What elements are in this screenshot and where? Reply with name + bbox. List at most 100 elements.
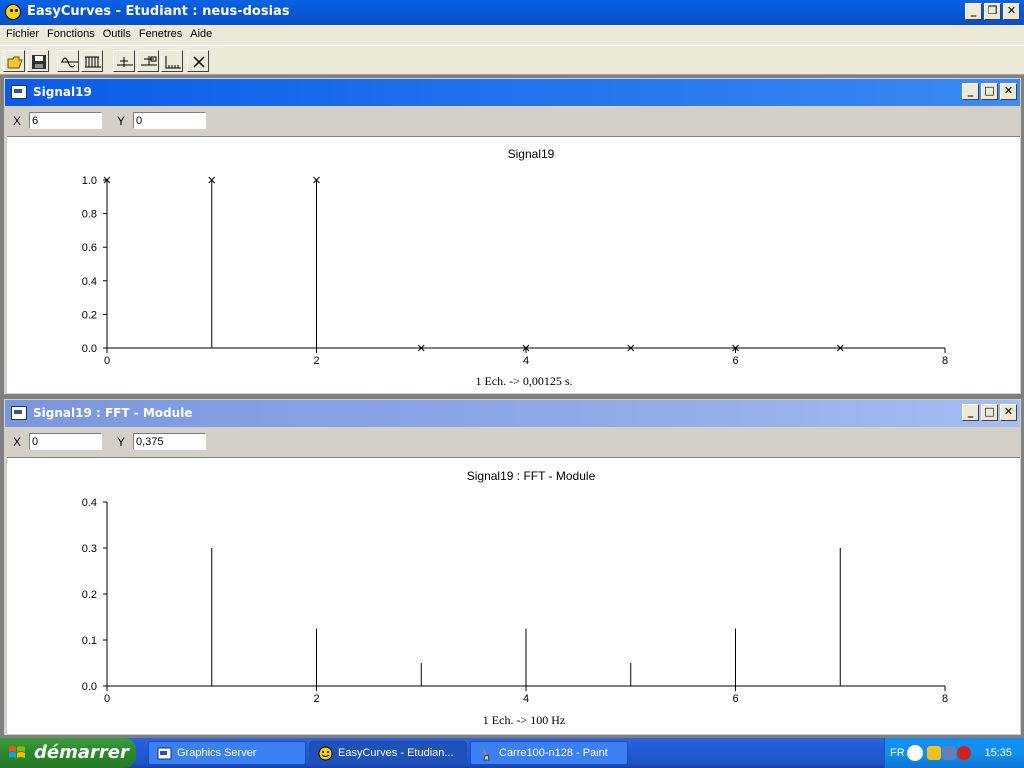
x-tick-label: 4 <box>523 693 529 705</box>
restore-icon[interactable]: ❐ <box>984 3 1001 20</box>
y-tick-label: 0.3 <box>82 543 97 555</box>
menu-aide[interactable]: Aide <box>190 28 213 40</box>
y-tick-label: 0.0 <box>82 343 97 355</box>
y-label: Y <box>117 435 126 449</box>
clock: 15:35 <box>984 747 1012 759</box>
y-tick-label: 0.2 <box>82 309 97 321</box>
signal-window-titlebar[interactable]: Signal19 _ □ ✕ <box>5 79 1020 106</box>
x-tick-label: 6 <box>732 355 738 367</box>
language-indicator[interactable]: FR <box>890 747 905 759</box>
point-marker-3 <box>417 344 425 352</box>
x-axis-label: 1 Ech. -> 100 Hz <box>483 713 565 727</box>
y-input[interactable] <box>133 433 206 450</box>
y-tick-label: 0.4 <box>82 276 97 288</box>
menu-fenetres[interactable]: Fenetres <box>138 28 183 40</box>
minimize-icon[interactable]: _ <box>962 404 979 421</box>
fft-window-titlebar[interactable]: Signal19 : FFT - Module _ □ ✕ <box>5 400 1020 427</box>
close-icon[interactable]: ✕ <box>1000 404 1017 421</box>
window-title: Signal19 : FFT - Module <box>33 406 193 420</box>
close-icon[interactable]: ✕ <box>1000 83 1017 100</box>
minimize-icon[interactable]: _ <box>962 83 979 100</box>
y-tick-label: 1.0 <box>82 175 97 187</box>
y-label: Y <box>117 114 126 128</box>
menu-fonctions[interactable]: Fonctions <box>47 28 95 40</box>
tray-expand-icon[interactable] <box>907 745 923 761</box>
coordinate-bar: X Y <box>5 106 1020 136</box>
x-axis-label: 1 Ech. -> 0,00125 s. <box>475 374 572 388</box>
open-folder-icon[interactable] <box>3 50 25 72</box>
y-input[interactable] <box>133 112 206 129</box>
signal-plot[interactable]: Signal19 0.0 0.2 0.4 0.6 0.8 1.0 0 2 4 6 8 1 Ech. ->… <box>7 136 1020 393</box>
maximize-icon[interactable]: □ <box>981 83 998 100</box>
task-label: Graphics Server <box>177 747 257 759</box>
graphics-server-icon <box>157 747 172 760</box>
y-tick-label: 0.1 <box>82 635 97 647</box>
x-tick-label: 0 <box>104 693 110 705</box>
start-label: démarrer <box>34 742 129 763</box>
task-label: EasyCurves - Etudian... <box>338 747 454 759</box>
point-marker-2 <box>313 176 320 184</box>
close-x-icon[interactable] <box>187 50 209 72</box>
app-title: EasyCurves - Etudiant : neus-dosias <box>27 4 290 19</box>
x-tick-label: 4 <box>523 355 529 367</box>
x-label: X <box>13 435 22 449</box>
point-marker-7 <box>836 344 844 352</box>
x-input[interactable] <box>29 112 102 129</box>
x-label: X <box>13 114 22 128</box>
coordinate-bar: X Y <box>5 427 1020 457</box>
zoom-horizontal-icon[interactable] <box>113 50 135 72</box>
signal-pulses-icon[interactable] <box>81 50 103 72</box>
mdi-workspace: Signal19 _ □ ✕ X Y Signal19 0.0 0.2 0.4 0.6 0… <box>0 75 1024 738</box>
y-tick-label: 0.0 <box>82 681 97 693</box>
task-paint[interactable]: Carre100-n128 - Paint <box>470 741 628 765</box>
smiley-icon <box>318 746 333 761</box>
menu-fichier[interactable]: Fichier <box>6 28 40 40</box>
y-tick-label: 0.8 <box>82 209 97 221</box>
window-title: Signal19 <box>33 85 92 99</box>
signal-chart: Signal19 0.0 0.2 0.4 0.6 0.8 1.0 0 2 4 6 8 1 Ech. ->… <box>82 147 948 388</box>
menu-outils[interactable]: Outils <box>102 28 131 40</box>
app-titlebar: EasyCurves - Etudiant : neus-dosias _ ❐ … <box>0 0 1024 25</box>
task-easycurves[interactable]: EasyCurves - Etudian... <box>309 741 467 765</box>
chart-title: Signal19 <box>508 147 555 161</box>
y-tick-label: 0.2 <box>82 589 97 601</box>
y-tick-label: 0.4 <box>82 497 97 509</box>
smiley-logo-icon <box>5 4 21 20</box>
maximize-icon[interactable]: □ <box>981 404 998 421</box>
zoom-range-icon[interactable] <box>137 50 159 72</box>
x-tick-label: 0 <box>104 355 110 367</box>
system-tray: FR 15:35 <box>884 738 1024 768</box>
sample-axis-icon[interactable] <box>161 50 183 72</box>
signal-wave-icon[interactable] <box>57 50 79 72</box>
menu-bar: Fichier Fonctions Outils Fenetres Aide <box>0 25 1024 45</box>
y-tick-label: 0.6 <box>82 242 97 254</box>
x-tick-label: 2 <box>313 355 319 367</box>
x-tick-label: 8 <box>942 355 948 367</box>
fft-window[interactable]: Signal19 : FFT - Module _ □ ✕ X Y Signal… <box>4 399 1021 735</box>
task-graphics-server[interactable]: Graphics Server <box>148 741 306 765</box>
x-input[interactable] <box>29 433 102 450</box>
task-label: Carre100-n128 - Paint <box>499 747 608 759</box>
point-marker-1 <box>208 176 216 184</box>
toolbar <box>0 45 1024 75</box>
point-marker-0 <box>103 176 111 184</box>
x-tick-label: 6 <box>732 693 738 705</box>
window-icon <box>11 406 27 420</box>
point-marker-5 <box>627 344 635 352</box>
point-marker-6 <box>732 344 739 352</box>
x-tick-label: 2 <box>313 693 319 705</box>
minimize-icon[interactable]: _ <box>965 3 982 20</box>
security-shield-icon[interactable] <box>927 746 941 760</box>
paint-brush-icon <box>483 747 490 761</box>
start-button[interactable]: démarrer <box>0 738 136 768</box>
fft-plot[interactable]: Signal19 : FFT - Module 0.0 0.1 0.2 0.3 0.4 0 2… <box>7 457 1020 734</box>
network-icon[interactable] <box>942 746 956 760</box>
antivirus-icon[interactable] <box>957 746 971 760</box>
x-tick-label: 8 <box>942 693 948 705</box>
signal-window[interactable]: Signal19 _ □ ✕ X Y Signal19 0.0 0.2 0.4 0.6 0… <box>4 78 1021 394</box>
fft-chart: Signal19 : FFT - Module 0.0 0.1 0.2 0.3 0.4 0 2… <box>82 469 948 727</box>
taskbar: démarrer Graphics Server EasyCurves - Et… <box>0 738 1024 768</box>
close-icon[interactable]: ✕ <box>1003 3 1020 20</box>
save-disk-icon[interactable] <box>27 50 49 72</box>
window-icon <box>11 85 27 99</box>
